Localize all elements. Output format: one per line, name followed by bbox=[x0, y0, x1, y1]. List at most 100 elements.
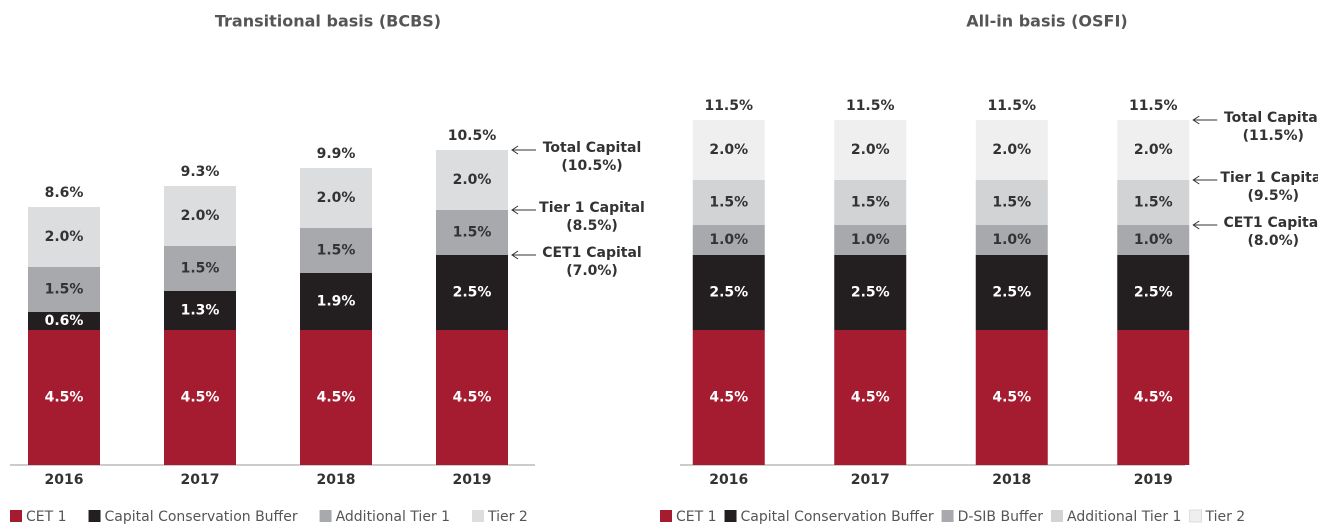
value-label: 0.6% bbox=[45, 313, 84, 329]
bar-segment bbox=[834, 180, 907, 225]
bar-segment bbox=[300, 330, 372, 465]
bar-segment bbox=[28, 207, 100, 267]
legend-label: CET 1 bbox=[26, 509, 67, 525]
value-label: 2.0% bbox=[992, 142, 1031, 158]
x-tick-label: 2019 bbox=[453, 472, 492, 488]
annotation-arrowhead bbox=[511, 145, 519, 155]
legend-label: D-SIB Buffer bbox=[958, 509, 1044, 525]
value-label: 1.5% bbox=[1134, 195, 1173, 211]
x-tick-label: 2019 bbox=[1134, 472, 1173, 488]
value-label: 2.0% bbox=[181, 208, 220, 224]
value-label: 1.0% bbox=[992, 232, 1031, 248]
bar-segment bbox=[692, 120, 765, 180]
annotation-value: (7.0%) bbox=[566, 263, 618, 279]
legend-swatch bbox=[472, 510, 485, 522]
bar-segment bbox=[834, 120, 907, 180]
total-label: 11.5% bbox=[1129, 98, 1178, 114]
bar-segment bbox=[975, 120, 1048, 180]
legend-swatch bbox=[724, 510, 737, 522]
bar-segment bbox=[1117, 225, 1190, 255]
bar-segment bbox=[28, 267, 100, 312]
x-tick-label: 2016 bbox=[709, 472, 748, 488]
bar-segment bbox=[300, 273, 372, 330]
value-label: 2.0% bbox=[453, 172, 492, 188]
annotation-text: CET1 Capital bbox=[542, 245, 641, 261]
legend-swatch bbox=[88, 510, 101, 522]
bar-segment bbox=[28, 330, 100, 465]
value-label: 4.5% bbox=[709, 390, 748, 406]
legend-swatch bbox=[941, 510, 954, 522]
total-label: 9.3% bbox=[181, 164, 220, 180]
legend-label: Tier 2 bbox=[487, 509, 528, 525]
bar-segment bbox=[692, 330, 765, 465]
x-tick-label: 2018 bbox=[317, 472, 356, 488]
value-label: 1.0% bbox=[1134, 232, 1173, 248]
x-tick-label: 2017 bbox=[851, 472, 890, 488]
annotation-text: Total Capital bbox=[543, 140, 642, 156]
value-label: 2.5% bbox=[851, 285, 890, 301]
total-label: 11.5% bbox=[846, 98, 895, 114]
value-label: 2.5% bbox=[709, 285, 748, 301]
legend-swatch bbox=[1188, 509, 1202, 523]
value-label: 4.5% bbox=[317, 390, 356, 406]
value-label: 2.5% bbox=[453, 285, 492, 301]
legend-swatch bbox=[1050, 510, 1063, 522]
total-label: 9.9% bbox=[317, 146, 356, 162]
annotation-text: CET1 Capital bbox=[1224, 215, 1318, 231]
total-label: 11.5% bbox=[704, 98, 753, 114]
chart-title: All-in basis (OSFI) bbox=[966, 12, 1127, 31]
bar-segment bbox=[834, 225, 907, 255]
total-label: 10.5% bbox=[448, 128, 497, 144]
bar-segment bbox=[436, 150, 508, 210]
bar-segment bbox=[164, 291, 236, 330]
legend-swatch bbox=[10, 510, 22, 522]
value-label: 4.5% bbox=[992, 390, 1031, 406]
bar-segment bbox=[1117, 330, 1190, 465]
annotation-value: (9.5%) bbox=[1247, 188, 1299, 204]
annotation-arrowhead bbox=[1192, 220, 1200, 230]
annotation-text: Tier 1 Capital bbox=[539, 200, 645, 216]
legend-label: Additional Tier 1 bbox=[1067, 509, 1181, 525]
x-tick-label: 2017 bbox=[181, 472, 220, 488]
value-label: 1.3% bbox=[181, 303, 220, 319]
value-label: 1.5% bbox=[992, 195, 1031, 211]
bar-segment bbox=[164, 186, 236, 246]
value-label: 1.5% bbox=[45, 282, 84, 298]
bar-segment bbox=[28, 312, 100, 330]
annotation-arrowhead bbox=[511, 250, 519, 260]
annotation-value: (8.0%) bbox=[1247, 233, 1299, 249]
annotation-arrowhead bbox=[511, 205, 519, 215]
legend-swatch bbox=[660, 510, 672, 522]
value-label: 2.5% bbox=[992, 285, 1031, 301]
value-label: 4.5% bbox=[45, 390, 84, 406]
x-tick-label: 2018 bbox=[992, 472, 1031, 488]
bar-segment bbox=[1117, 180, 1190, 225]
bar-segment bbox=[164, 246, 236, 291]
legend-label: CET 1 bbox=[676, 509, 717, 525]
bar-segment bbox=[975, 225, 1048, 255]
value-label: 1.5% bbox=[851, 195, 890, 211]
chart-title: Transitional basis (BCBS) bbox=[215, 12, 441, 31]
legend-label: Additional Tier 1 bbox=[336, 509, 450, 525]
annotation-value: (8.5%) bbox=[566, 218, 618, 234]
bar-segment bbox=[975, 180, 1048, 225]
value-label: 1.5% bbox=[181, 261, 220, 277]
annotation-arrowhead bbox=[1192, 175, 1200, 185]
annotation-arrowhead bbox=[1192, 115, 1200, 125]
value-label: 1.5% bbox=[317, 243, 356, 259]
value-label: 4.5% bbox=[1134, 390, 1173, 406]
bar-segment bbox=[692, 225, 765, 255]
value-label: 2.0% bbox=[1134, 142, 1173, 158]
legend-swatch bbox=[319, 510, 332, 522]
value-label: 2.0% bbox=[851, 142, 890, 158]
legend-label: Capital Conservation Buffer bbox=[741, 509, 934, 525]
value-label: 2.0% bbox=[45, 229, 84, 245]
annotation-value: (11.5%) bbox=[1243, 128, 1304, 144]
total-label: 8.6% bbox=[45, 185, 84, 201]
value-label: 1.9% bbox=[317, 294, 356, 310]
value-label: 1.5% bbox=[453, 225, 492, 241]
value-label: 4.5% bbox=[453, 390, 492, 406]
value-label: 2.0% bbox=[317, 190, 356, 206]
bar-segment bbox=[834, 255, 907, 330]
bar-segment bbox=[692, 180, 765, 225]
